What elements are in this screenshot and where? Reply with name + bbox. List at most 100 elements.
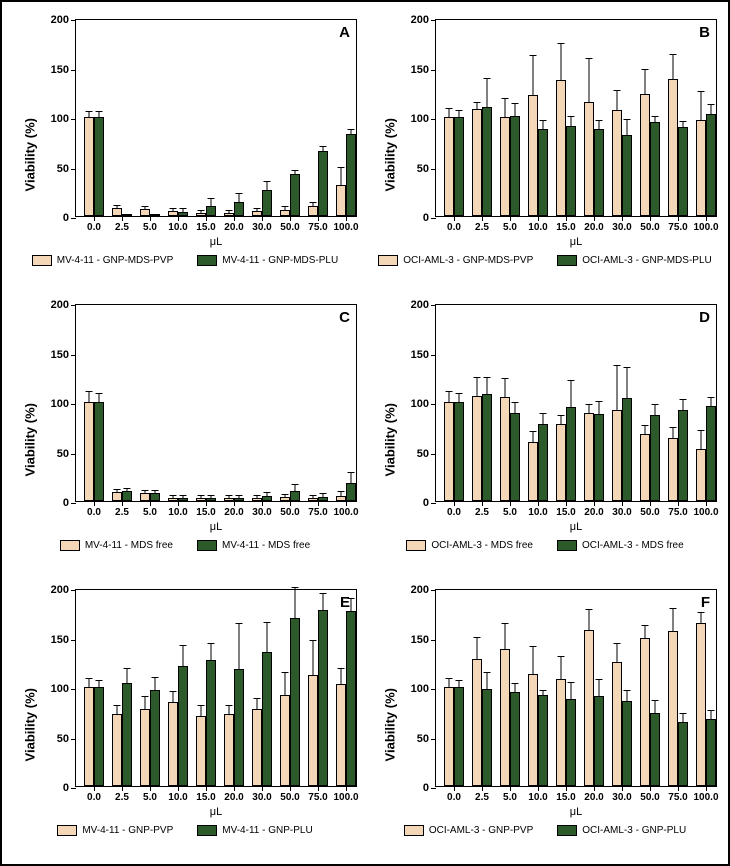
xtick-label: 50.0 [280, 222, 299, 233]
legend-item: OCI-AML-3 - GNP-PLU [557, 825, 686, 836]
bar [622, 135, 632, 216]
plot-area: F050100150200Viability (%)μL0.02.55.010.… [435, 589, 717, 787]
bar [206, 498, 216, 501]
legend-swatch [197, 825, 217, 836]
ytick-label: 50 [57, 163, 69, 175]
bar [234, 498, 244, 501]
legend-swatch [60, 540, 80, 551]
xtick-label: 2.5 [475, 792, 489, 803]
y-axis-label: Viability (%) [23, 118, 38, 191]
xtick-label: 2.5 [115, 507, 129, 518]
bar [594, 696, 604, 786]
y-axis-label: Viability (%) [23, 688, 38, 761]
ytick-label: 0 [423, 212, 429, 224]
bar [556, 80, 566, 216]
ytick-label: 0 [63, 782, 69, 794]
x-axis-label: μL [570, 521, 582, 533]
bar [122, 683, 132, 786]
legend-swatch [557, 540, 577, 551]
xtick-label: 2.5 [115, 792, 129, 803]
xtick-label: 30.0 [252, 507, 271, 518]
ytick-label: 150 [51, 634, 69, 646]
bar [346, 134, 356, 216]
xtick-label: 2.5 [475, 507, 489, 518]
panel-D: D050100150200Viability (%)μL0.02.55.010.… [365, 290, 725, 575]
xtick-label: 100.0 [693, 792, 718, 803]
x-axis-label: μL [210, 236, 222, 248]
bar [308, 675, 318, 786]
bar [500, 117, 510, 216]
bar [280, 695, 290, 786]
bar [510, 692, 520, 786]
bar [612, 662, 622, 786]
legend-swatch [404, 825, 424, 836]
bar [122, 491, 132, 501]
ytick-label: 100 [411, 683, 429, 695]
y-axis-label: Viability (%) [383, 688, 398, 761]
xtick-label: 20.0 [584, 507, 603, 518]
xtick-label: 15.0 [556, 222, 575, 233]
legend-label: OCI-AML-3 - GNP-PLU [582, 825, 686, 836]
bar [650, 122, 660, 216]
bar [178, 498, 188, 501]
bar [454, 402, 464, 501]
bar [140, 493, 150, 501]
ytick-label: 200 [51, 584, 69, 596]
bar [234, 669, 244, 786]
bar [472, 659, 482, 786]
legend-label: OCI-AML-3 - MDS free [431, 540, 533, 551]
panel-F: F050100150200Viability (%)μL0.02.55.010.… [365, 575, 725, 860]
bar [538, 424, 548, 501]
legend: OCI-AML-3 - GNP-MDS-PVPOCI-AML-3 - GNP-M… [365, 255, 725, 266]
plot-area: E050100150200Viability (%)μL0.02.55.010.… [75, 589, 357, 787]
bar [584, 413, 594, 501]
bar [594, 414, 604, 501]
legend-swatch [557, 825, 577, 836]
bar [140, 709, 150, 786]
panel-letter: E [340, 594, 350, 611]
bar [472, 396, 482, 501]
xtick-label: 10.0 [528, 222, 547, 233]
legend-swatch [197, 540, 217, 551]
y-axis-label: Viability (%) [383, 403, 398, 476]
bar [84, 117, 94, 216]
bar [622, 398, 632, 501]
bar [224, 498, 234, 501]
bar [510, 116, 520, 216]
bar [584, 102, 594, 216]
bar [444, 687, 454, 786]
panel-letter: A [339, 24, 350, 41]
bar [122, 214, 132, 216]
bar [290, 174, 300, 216]
bar [252, 709, 262, 786]
bar [140, 209, 150, 216]
legend: MV-4-11 - MDS freeMV-4-11 - MDS free [5, 540, 365, 551]
bar [150, 690, 160, 786]
xtick-label: 100.0 [333, 222, 358, 233]
ytick-label: 200 [51, 299, 69, 311]
ytick-label: 50 [417, 733, 429, 745]
bar [290, 491, 300, 501]
xtick-label: 100.0 [693, 222, 718, 233]
plot-area: D050100150200Viability (%)μL0.02.55.010.… [435, 304, 717, 502]
bar [94, 687, 104, 786]
xtick-label: 0.0 [87, 222, 101, 233]
bar [206, 206, 216, 216]
y-axis-label: Viability (%) [383, 118, 398, 191]
bar [566, 126, 576, 216]
xtick-label: 75.0 [308, 222, 327, 233]
xtick-label: 15.0 [196, 507, 215, 518]
bar [224, 213, 234, 216]
bar [472, 109, 482, 216]
xtick-label: 20.0 [584, 792, 603, 803]
legend-item: OCI-AML-3 - MDS free [406, 540, 533, 551]
xtick-label: 2.5 [115, 222, 129, 233]
xtick-label: 10.0 [168, 222, 187, 233]
legend: MV-4-11 - GNP-PVPMV-4-11 - GNP-PLU [5, 825, 365, 836]
ytick-label: 200 [411, 584, 429, 596]
xtick-label: 5.0 [503, 222, 517, 233]
ytick-label: 200 [411, 299, 429, 311]
legend-label: OCI-AML-3 - GNP-MDS-PLU [582, 255, 711, 266]
xtick-label: 50.0 [280, 792, 299, 803]
bar [206, 660, 216, 786]
